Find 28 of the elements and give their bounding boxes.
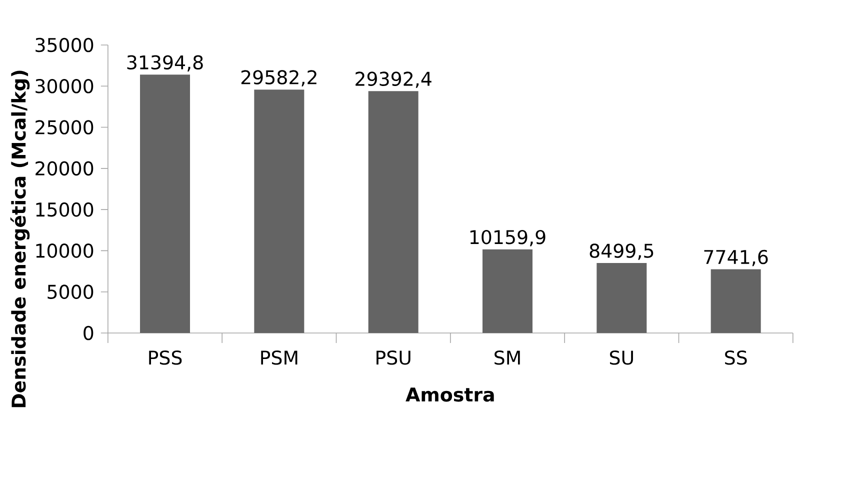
- x-tick-label: PSS: [149, 350, 182, 365]
- data-label: 29392,4: [356, 72, 432, 88]
- data-label: 8499,5: [590, 244, 654, 260]
- x-tick-label: PSU: [376, 350, 410, 365]
- y-tick-label: 5000: [48, 284, 94, 299]
- data-label: 7741,6: [704, 250, 768, 266]
- x-tick-label: SU: [610, 350, 633, 365]
- x-tick-label: PSM: [261, 350, 298, 365]
- y-tick-label: 20000: [36, 161, 94, 176]
- data-label: 29582,2: [241, 70, 316, 86]
- bar: [710, 269, 761, 333]
- y-axis-title: Densidade energética (Mcal/kg): [10, 70, 30, 408]
- data-label: 10159,9: [470, 230, 546, 246]
- y-tick-label: 25000: [36, 120, 94, 134]
- bar: [140, 74, 190, 333]
- bar: [482, 249, 533, 333]
- bar: [368, 91, 418, 333]
- x-tick-label: SS: [725, 350, 747, 365]
- y-tick-label: 0: [84, 326, 94, 340]
- y-tick-label: 10000: [36, 244, 94, 258]
- x-axis-title: Amostra: [406, 388, 494, 402]
- y-tick-label: 30000: [36, 78, 94, 94]
- x-tick-label: SM: [494, 350, 520, 365]
- data-label: 31394,8: [127, 55, 203, 72]
- bar: [596, 263, 647, 333]
- bar: [254, 90, 304, 333]
- y-tick-label: 35000: [36, 38, 94, 52]
- y-tick-label: 15000: [36, 202, 94, 217]
